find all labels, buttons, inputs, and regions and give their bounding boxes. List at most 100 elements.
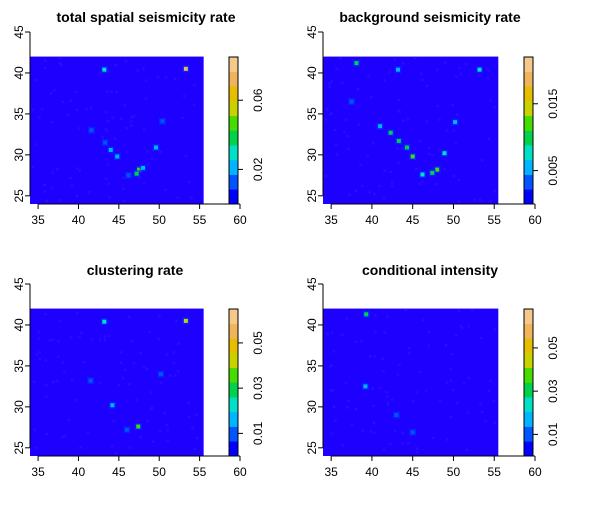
heatmap-cell — [374, 331, 377, 334]
heatmap-cell — [436, 104, 440, 108]
heatmap-cell — [76, 311, 79, 314]
x-tick-label: 55 — [193, 213, 207, 227]
heatmap-cell — [40, 107, 44, 111]
heatmap-cell — [115, 90, 118, 94]
colorbar-frame — [228, 308, 239, 457]
colorbar-segment — [229, 309, 238, 324]
heatmap-cell — [427, 330, 431, 334]
heatmap-cell — [334, 143, 338, 147]
heatmap-cell — [479, 402, 482, 405]
heatmap-cell — [467, 325, 470, 328]
heatmap-cell — [465, 448, 469, 452]
y-tick-label: 45 — [305, 277, 319, 291]
heatmap-cell — [112, 419, 116, 422]
colorbar-segment — [229, 57, 238, 72]
heatmap-cell — [359, 163, 362, 167]
heatmap-cell — [333, 128, 337, 132]
heatmap-cell — [354, 340, 358, 344]
heatmap-cell — [107, 182, 111, 186]
x-tick-label: 45 — [112, 465, 126, 479]
heatmap-cell — [368, 191, 372, 194]
y-tick-label: 30 — [12, 400, 26, 414]
heatmap-cell — [165, 353, 169, 356]
y-tick-label: 30 — [12, 148, 26, 162]
heatmap-hotspot — [453, 120, 458, 125]
heatmap-cell — [166, 429, 169, 432]
heatmap-cell — [425, 84, 429, 88]
colorbar-segment — [229, 441, 238, 457]
colorbar-segment — [229, 426, 238, 442]
heatmap-cell — [473, 198, 476, 201]
heatmap-cell — [390, 181, 394, 184]
heatmap-cell — [341, 444, 345, 447]
heatmap-cell — [452, 388, 455, 392]
heatmap-cell — [326, 332, 329, 335]
heatmap-cell — [386, 403, 390, 406]
x-tick-label: 50 — [447, 465, 461, 479]
heatmap-cell — [402, 119, 405, 123]
heatmap-cell — [393, 57, 397, 61]
x-tick-label: 45 — [112, 213, 126, 227]
heatmap-cell — [332, 405, 336, 409]
heatmap-cell — [458, 66, 461, 70]
heatmap-hotspot — [137, 167, 142, 172]
heatmap-cell — [346, 406, 349, 409]
heatmap-cell — [75, 90, 78, 94]
colorbar-segment — [524, 441, 533, 457]
heatmap-cell — [424, 389, 428, 392]
heatmap-cell — [103, 335, 107, 339]
heatmap-cell — [374, 314, 377, 317]
heatmap-cell — [489, 379, 492, 383]
heatmap-cell — [479, 336, 483, 340]
heatmap-cell — [98, 381, 102, 385]
y-tick-label: 25 — [12, 441, 26, 455]
heatmap-cell — [175, 319, 178, 323]
heatmap-cell — [177, 342, 180, 346]
colorbar-segment — [524, 367, 533, 383]
heatmap-cell — [158, 315, 161, 318]
heatmap-cell — [330, 331, 334, 335]
heatmap-cell — [467, 376, 471, 380]
heatmap-cell — [449, 415, 453, 419]
heatmap-cell — [164, 188, 167, 192]
heatmap-cell — [382, 369, 385, 373]
heatmap-cell — [480, 158, 484, 162]
colorbar-segment — [524, 145, 533, 161]
heatmap-cell — [147, 163, 150, 166]
heatmap-cell — [138, 176, 141, 179]
heatmap-cell — [401, 62, 405, 65]
heatmap-cell — [438, 400, 442, 403]
heatmap-hotspot — [394, 413, 399, 418]
heatmap-cell — [130, 339, 133, 343]
heatmap-cell — [195, 436, 199, 440]
heatmap-cell — [401, 147, 404, 150]
x-tick-label: 35 — [324, 465, 338, 479]
heatmap-cell — [144, 97, 148, 100]
x-tick-label: 60 — [528, 213, 542, 227]
y-tick-label: 35 — [305, 359, 319, 373]
heatmap-cell — [372, 421, 376, 425]
heatmap-cell — [172, 362, 176, 365]
heatmap-cell — [457, 178, 461, 182]
heatmap-cell — [61, 435, 64, 439]
heatmap-cell — [136, 69, 139, 72]
x-tick-label: 45 — [406, 465, 420, 479]
y-tick-label: 35 — [12, 107, 26, 121]
heatmap-cell — [326, 108, 329, 111]
heatmap-cell — [369, 430, 373, 433]
heatmap-cell — [44, 312, 47, 316]
chart-title: conditional intensity — [362, 262, 498, 278]
heatmap-cell — [493, 328, 497, 331]
heatmap-cell — [45, 199, 48, 203]
heatmap-cell — [335, 67, 338, 71]
heatmap-cell — [328, 85, 332, 89]
heatmap-cell — [128, 446, 131, 449]
chart-title: clustering rate — [87, 262, 184, 278]
heatmap-cell — [421, 318, 425, 322]
heatmap-cell — [159, 150, 163, 154]
heatmap-cell — [75, 108, 79, 111]
heatmap-cell — [329, 388, 333, 392]
heatmap-cell — [78, 169, 82, 172]
heatmap-hotspot — [160, 119, 165, 124]
heatmap-cell — [346, 134, 349, 138]
